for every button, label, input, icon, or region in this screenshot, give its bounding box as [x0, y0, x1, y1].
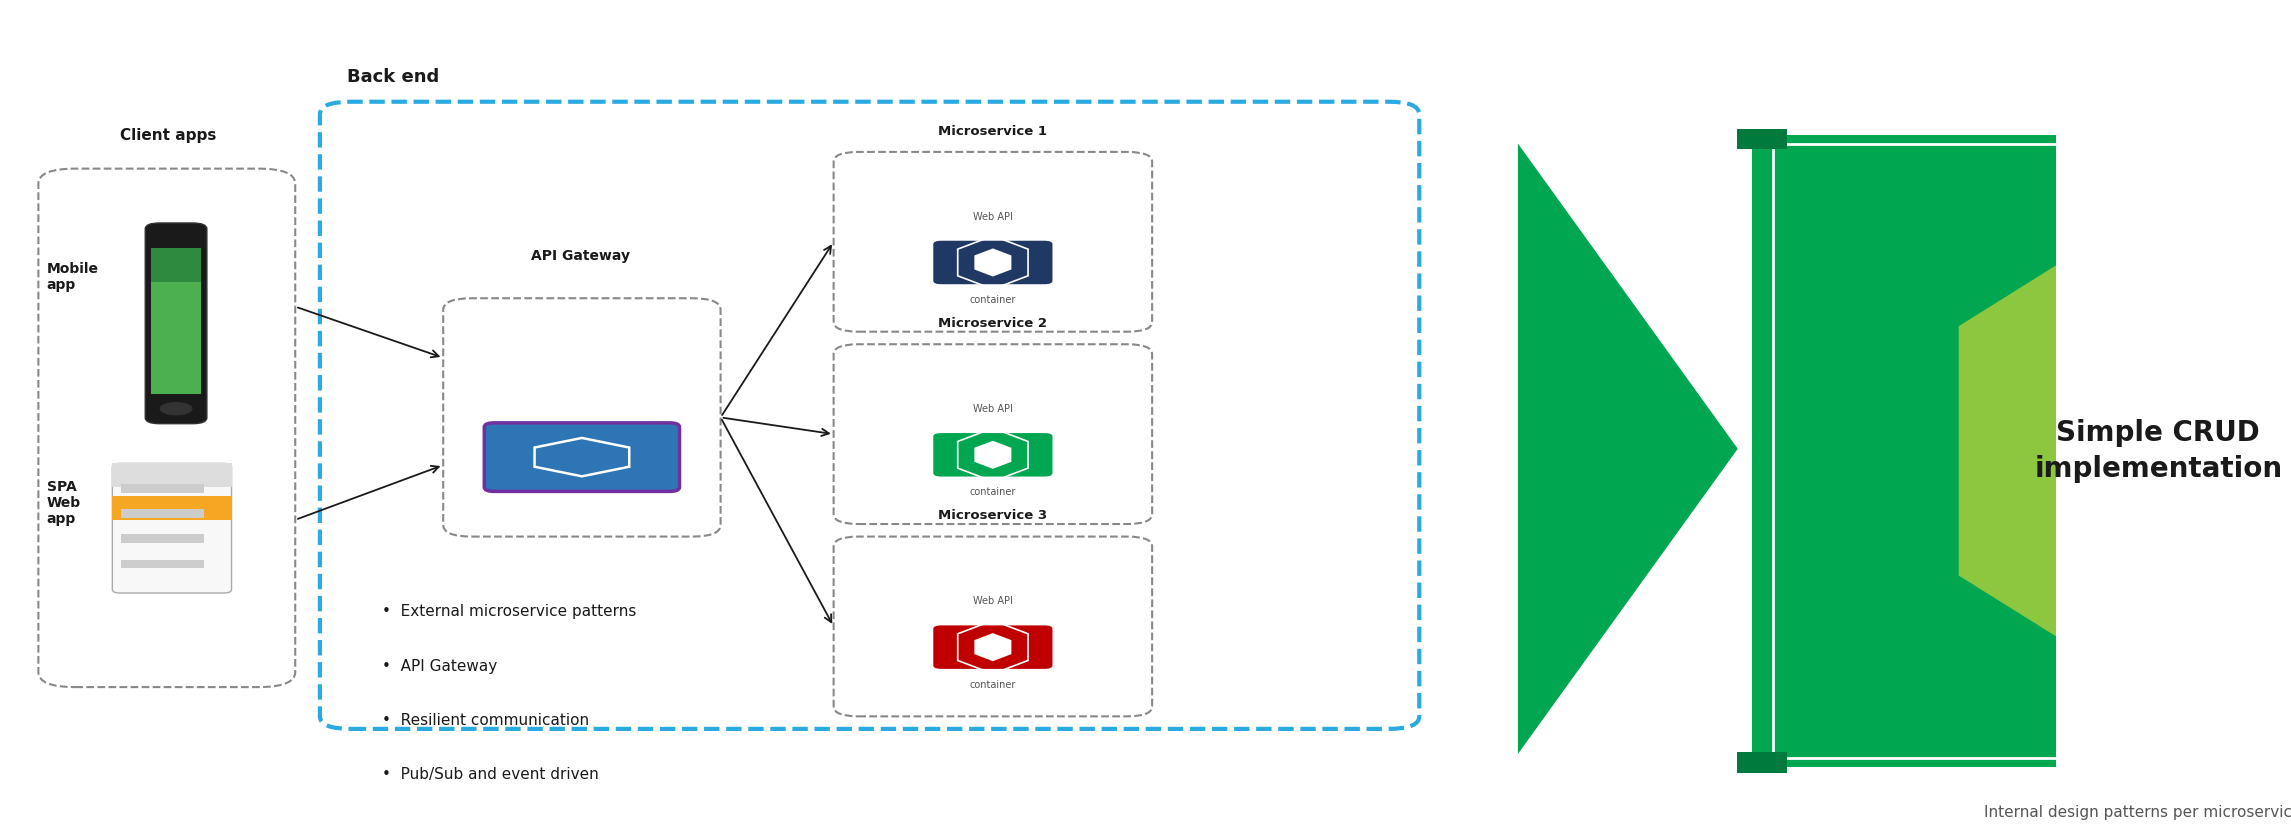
Text: Mobile
app: Mobile app [46, 263, 99, 293]
FancyBboxPatch shape [144, 223, 206, 424]
Bar [151, 257, 202, 394]
FancyBboxPatch shape [483, 423, 680, 492]
Text: Simple CRUD
implementation: Simple CRUD implementation [2034, 419, 2282, 482]
Bar [1773, 143, 2291, 758]
Polygon shape [974, 633, 1010, 661]
Polygon shape [1519, 143, 1739, 754]
Bar [1737, 129, 1787, 149]
Polygon shape [974, 440, 1010, 469]
FancyBboxPatch shape [932, 241, 1052, 284]
Circle shape [160, 402, 192, 415]
FancyBboxPatch shape [39, 169, 296, 687]
Text: Microservice 3: Microservice 3 [939, 509, 1047, 522]
Bar [121, 560, 204, 568]
Polygon shape [1959, 201, 2291, 701]
Bar [121, 484, 204, 492]
FancyBboxPatch shape [112, 463, 231, 593]
Text: •  External microservice patterns: • External microservice patterns [383, 604, 637, 619]
Text: •  Pub/Sub and event driven: • Pub/Sub and event driven [383, 768, 598, 783]
Text: container: container [969, 295, 1017, 305]
Text: Web API: Web API [974, 404, 1013, 414]
Text: •  Resilient communication: • Resilient communication [383, 713, 589, 728]
Bar [121, 534, 204, 543]
Text: •  API Gateway: • API Gateway [383, 659, 497, 674]
FancyBboxPatch shape [834, 152, 1152, 331]
Text: API Gateway: API Gateway [532, 249, 630, 263]
Bar [112, 463, 231, 487]
Bar [112, 497, 231, 520]
FancyBboxPatch shape [932, 433, 1052, 477]
Text: container: container [969, 680, 1017, 690]
Bar [151, 248, 202, 282]
Text: Web API: Web API [974, 211, 1013, 221]
Bar [1737, 753, 1787, 773]
Text: Internal design patterns per microservice: Internal design patterns per microservic… [1984, 805, 2291, 820]
FancyBboxPatch shape [442, 298, 722, 537]
Polygon shape [974, 248, 1010, 277]
Bar [121, 509, 204, 518]
FancyBboxPatch shape [834, 537, 1152, 717]
Text: Microservice 1: Microservice 1 [939, 124, 1047, 138]
Text: Client apps: Client apps [119, 128, 215, 143]
Text: Microservice 2: Microservice 2 [939, 317, 1047, 330]
FancyBboxPatch shape [834, 344, 1152, 524]
Text: Back end: Back end [346, 68, 440, 86]
FancyBboxPatch shape [932, 625, 1052, 669]
FancyBboxPatch shape [321, 102, 1418, 729]
Bar [1753, 135, 2291, 767]
Text: Web API: Web API [974, 597, 1013, 607]
Text: SPA
Web
app: SPA Web app [46, 480, 80, 526]
Text: container: container [969, 487, 1017, 498]
